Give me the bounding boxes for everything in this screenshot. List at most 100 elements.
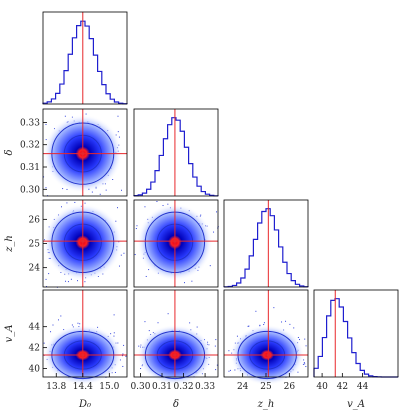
x-tick-label-0-2: 15.0 [99,382,119,392]
sample-point [105,189,107,191]
truth-point-3-0 [81,353,85,357]
sample-point [162,205,164,207]
sample-point [299,339,301,341]
sample-point [156,200,158,202]
sample-point [85,113,87,115]
y-tick-label-2-2: 26 [29,215,41,225]
y-tick-label-1-2: 0.32 [20,141,40,151]
panel-3-1: 0.30 0.31 0.32 0.33 δ [130,289,219,410]
sample-point [66,202,68,204]
sample-point [140,368,142,370]
sample-point [125,355,127,357]
panel-frame-0-0 [42,11,128,105]
sample-point [79,323,81,325]
sample-point [60,315,62,317]
x-tick-label-0-0: 13.8 [46,382,66,392]
sample-point [113,314,115,316]
sample-point [123,344,125,346]
sample-point [116,207,118,209]
sample-point [135,228,137,230]
x-axis-label-0: D₀ [78,399,91,410]
x-tick-label-3-0: 40 [316,382,328,392]
sample-point [122,353,124,355]
sample-point [136,225,138,227]
truth-point-3-2 [266,353,270,357]
y-tick-label-2-1: 25 [29,240,41,250]
truth-point-1-0 [81,152,85,156]
panel-2-2 [223,199,309,288]
sample-point [45,124,47,126]
sample-point [50,331,52,333]
y-tick-label-2-0: 24 [29,264,41,274]
sample-point [228,370,230,372]
sample-point [65,280,67,282]
histogram-3 [313,298,398,378]
sample-point [304,363,306,365]
sample-point [144,321,146,323]
sample-point [148,330,150,332]
panel-1-0: 0.30 0.31 0.32 0.33 δ [4,108,128,197]
sample-point [134,254,136,256]
sample-point [84,281,86,283]
panel-3-3: 40 42 44 v_A [313,289,399,410]
truth-point-3-1 [173,353,177,357]
y-tick-label-3-0: 40 [29,365,41,375]
sample-point [167,203,169,205]
sample-point [77,322,79,324]
sample-point [122,365,124,367]
truth-point-2-0 [81,239,85,243]
sample-point [255,310,257,312]
panel-frame-2-1 [133,199,219,288]
panel-2-1 [133,199,219,288]
sample-point [305,366,307,368]
sample-point [281,321,283,323]
x-tick-label-1-3: 0.33 [195,382,215,392]
panel-frame-3-0 [42,289,128,378]
sample-point [121,355,123,357]
y-tick-label-3-1: 42 [29,344,40,354]
sample-point [45,278,47,280]
y-axis-label-1: δ [4,149,15,155]
sample-point [263,322,265,324]
sample-point [213,231,215,233]
sample-point [248,325,250,327]
y-tick-label-3-2: 44 [29,323,41,333]
sample-point [64,115,66,117]
sample-point [214,345,216,347]
x-tick-label-1-2: 0.32 [174,382,194,392]
sample-point [113,335,115,337]
sample-point [289,323,291,325]
panel-3-2: 24 25 26 z_h [223,289,309,410]
panel-frame-1-0 [42,108,128,197]
histogram-2 [223,208,309,288]
sample-point [273,307,275,309]
sample-point [297,336,299,338]
sample-point [229,369,231,371]
sample-point [285,320,287,322]
sample-point [46,286,48,288]
y-tick-label-1-3: 0.33 [20,118,40,128]
sample-point [113,332,115,334]
panel-frame-2-2 [223,199,309,288]
panel-2-0: 24 25 26 z_h [4,199,128,288]
sample-point [48,273,50,275]
panel-1-1 [133,108,219,197]
sample-point [117,115,119,117]
sample-point [45,187,47,189]
truth-point-2-1 [173,239,177,243]
sample-point [62,188,64,190]
sample-point [67,281,69,283]
x-tick-label-2-1: 25 [260,382,272,392]
sample-point [71,324,73,326]
y-axis-label-2: z_h [4,235,15,253]
x-tick-label-1-0: 0.30 [130,382,150,392]
x-axis-label-2: z_h [257,399,275,410]
sample-point [191,280,193,282]
x-tick-label-1-1: 0.31 [152,382,172,392]
x-tick-label-2-2: 26 [284,382,296,392]
sample-point [304,338,306,340]
x-axis-label-3: v_A [347,399,365,410]
panel-frame-3-1 [133,289,219,378]
sample-point [196,326,198,328]
